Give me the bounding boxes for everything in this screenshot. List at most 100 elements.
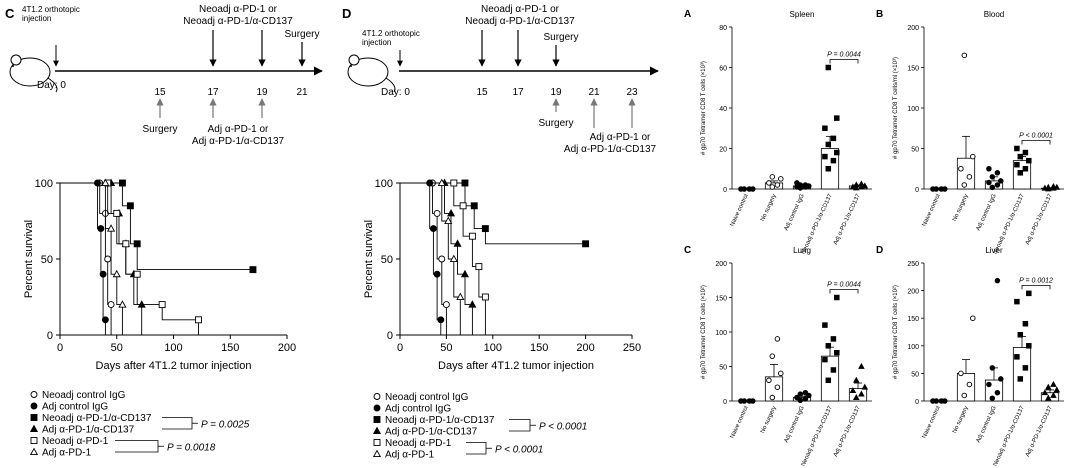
x-tick-label: Adj α-PD-1/α-CD137 — [833, 405, 862, 458]
data-point — [30, 437, 38, 444]
y-tick-label: 100 — [375, 178, 393, 190]
data-point — [738, 186, 744, 192]
y-tick-label: 0 — [915, 399, 919, 406]
y-tick-label: 0 — [47, 330, 53, 342]
series — [60, 179, 109, 335]
data-point — [834, 149, 840, 156]
data-point — [942, 398, 948, 404]
data-point — [930, 186, 936, 192]
y-tick-label: 150 — [715, 296, 727, 303]
y-axis-label: Percent survival — [23, 220, 35, 298]
injection-label-line2: injection — [22, 14, 51, 23]
data-point — [1050, 380, 1057, 387]
y-tick-label: 150 — [907, 66, 919, 73]
data-point — [429, 225, 437, 233]
data-point — [459, 202, 467, 210]
data-point — [1022, 149, 1029, 156]
survival-chart-c: 0 50 100 0 50 100 150 200 Days after 4T1.2 tumor… — [23, 178, 296, 372]
x-tick-label: 150 — [221, 342, 239, 354]
panel-label: C — [684, 245, 691, 256]
significance-bracket — [829, 59, 859, 64]
data-point — [1026, 343, 1032, 349]
data-point — [30, 402, 38, 410]
x-tick-label: 200 — [576, 342, 594, 354]
data-point — [582, 240, 590, 248]
x-tick-label: 0 — [397, 342, 403, 354]
data-point — [373, 393, 381, 400]
chart-title: Spleen — [790, 10, 815, 19]
series-line — [400, 182, 442, 335]
data-point — [433, 209, 441, 217]
data-point — [858, 390, 865, 397]
data-point — [1045, 183, 1052, 190]
p-value: P = 0.0025 — [201, 419, 250, 430]
data-point — [966, 174, 973, 180]
adj-label-line1-c: Adj α-PD-1 or — [208, 124, 269, 135]
x-tick-label: No surgery — [760, 405, 778, 434]
y-tick-label: 200 — [715, 261, 727, 268]
data-point — [372, 449, 382, 457]
day-19-d: 19 — [550, 87, 562, 98]
data-point — [468, 232, 476, 240]
y-tick-label: 60 — [719, 66, 727, 73]
day-15-d: 15 — [476, 87, 488, 98]
data-point — [970, 153, 976, 160]
day-17-c: 17 — [207, 87, 219, 98]
y-tick-label: 200 — [907, 25, 919, 32]
data-point — [830, 367, 837, 373]
dot-plot-liver: Liver D 0 50 100 150 200 250 # gp70 Tetramer CD8… — [876, 245, 1064, 467]
adj-label-line2-c: Adj α-PD-1/α-CD137 — [192, 136, 285, 147]
x-tick-label: 0 — [57, 342, 63, 354]
survival-chart-d: 0 50 100 0 50 100 150 200 250 Days after 4T1.2 tu… — [363, 178, 641, 372]
data-point — [970, 315, 976, 321]
data-point — [101, 178, 110, 187]
data-point — [994, 277, 1001, 284]
data-point — [118, 179, 126, 187]
y-tick-label: 100 — [907, 106, 919, 113]
data-point — [1050, 391, 1057, 398]
data-point — [830, 135, 837, 142]
panel-label: B — [876, 9, 883, 20]
data-point — [825, 141, 832, 148]
data-point — [830, 336, 837, 342]
x-tick-label: Adj control IgG — [976, 193, 998, 232]
significance-bracket — [1021, 284, 1051, 290]
data-point — [802, 389, 809, 396]
data-point — [1014, 298, 1020, 305]
x-tick-label: 50 — [111, 342, 123, 354]
data-point — [1022, 165, 1029, 172]
adj-label-line2-d: Adj α-PD-1/α-CD137 — [564, 144, 657, 155]
y-tick-label: 0 — [915, 187, 919, 194]
injection-label-line1: 4T1.2 orthotopic — [362, 29, 420, 38]
day-prefix-d: Day: 0 — [381, 87, 410, 98]
data-point — [986, 179, 992, 186]
data-point — [802, 396, 809, 402]
data-point — [853, 181, 860, 188]
data-point — [858, 362, 865, 369]
x-axis-label: Days after 4T1.2 tumor injection — [438, 360, 594, 372]
legend-bracket — [115, 440, 159, 453]
data-point — [778, 370, 784, 377]
data-point — [930, 398, 936, 404]
data-point — [825, 343, 832, 349]
panel-label-c: C — [5, 6, 15, 21]
data-point — [834, 349, 840, 356]
day-17-d: 17 — [512, 87, 524, 98]
data-point — [450, 179, 458, 187]
data-point — [437, 316, 445, 324]
data-point — [853, 393, 860, 400]
x-tick-label: Naive control — [730, 405, 750, 439]
data-point — [373, 439, 381, 446]
y-tick-label: 100 — [715, 330, 727, 337]
data-point — [769, 184, 776, 190]
adj-label-line1-d: Adj α-PD-1 or — [590, 132, 651, 143]
y-axis-label: # gp70 Tetramer CD8 T cells/ml (×10³) — [893, 57, 899, 159]
y-tick-label: 0 — [387, 330, 393, 342]
data-point — [825, 377, 832, 384]
data-point — [769, 394, 776, 401]
data-point — [998, 178, 1004, 184]
y-axis-label: # gp70 Tetramer CD8 T cells (×10²) — [701, 285, 707, 379]
p-value: P = 0.0044 — [827, 282, 861, 289]
data-point — [481, 293, 489, 301]
